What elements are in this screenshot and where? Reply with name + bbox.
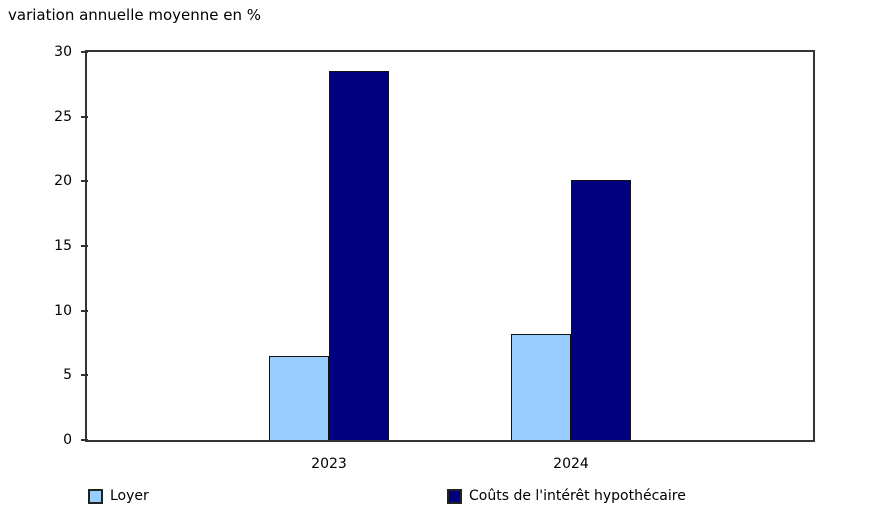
y-tick-mark bbox=[81, 115, 88, 118]
y-tick-mark bbox=[81, 245, 88, 247]
legend-item-couts-interet-hypothecaire: Coûts de l'intérêt hypothécaire bbox=[447, 488, 686, 504]
bar-couts-interet-2023 bbox=[329, 71, 389, 440]
x-axis-label-2023: 2023 bbox=[311, 456, 347, 472]
y-tick-mark bbox=[81, 374, 88, 377]
bar-loyer-2023 bbox=[269, 356, 329, 440]
y-tick-mark bbox=[81, 439, 88, 441]
legend-swatch-loyer bbox=[88, 488, 103, 504]
y-tick-label: 15 bbox=[54, 238, 72, 254]
legend-item-loyer: Loyer bbox=[88, 488, 149, 504]
y-tick-mark bbox=[81, 51, 88, 53]
bar-couts-interet-2024 bbox=[571, 180, 631, 440]
legend-label-couts-interet-hypothecaire: Coûts de l'intérêt hypothécaire bbox=[469, 488, 686, 504]
legend-label-loyer: Loyer bbox=[110, 488, 149, 504]
y-tick-label: 5 bbox=[63, 367, 72, 384]
plot-area bbox=[85, 50, 815, 442]
y-tick-mark bbox=[81, 180, 88, 183]
legend-swatch-couts-interet-hypothecaire bbox=[447, 488, 462, 504]
y-tick-label: 10 bbox=[54, 302, 72, 319]
chart-title: variation annuelle moyenne en % bbox=[8, 6, 262, 24]
y-tick-mark bbox=[81, 309, 88, 312]
y-tick-label: 30 bbox=[54, 44, 72, 60]
bar-loyer-2024 bbox=[511, 334, 571, 440]
y-tick-label: 0 bbox=[63, 432, 72, 448]
x-axis-label-2024: 2024 bbox=[553, 456, 589, 472]
y-tick-label: 25 bbox=[54, 108, 72, 125]
y-tick-label: 20 bbox=[54, 173, 72, 190]
